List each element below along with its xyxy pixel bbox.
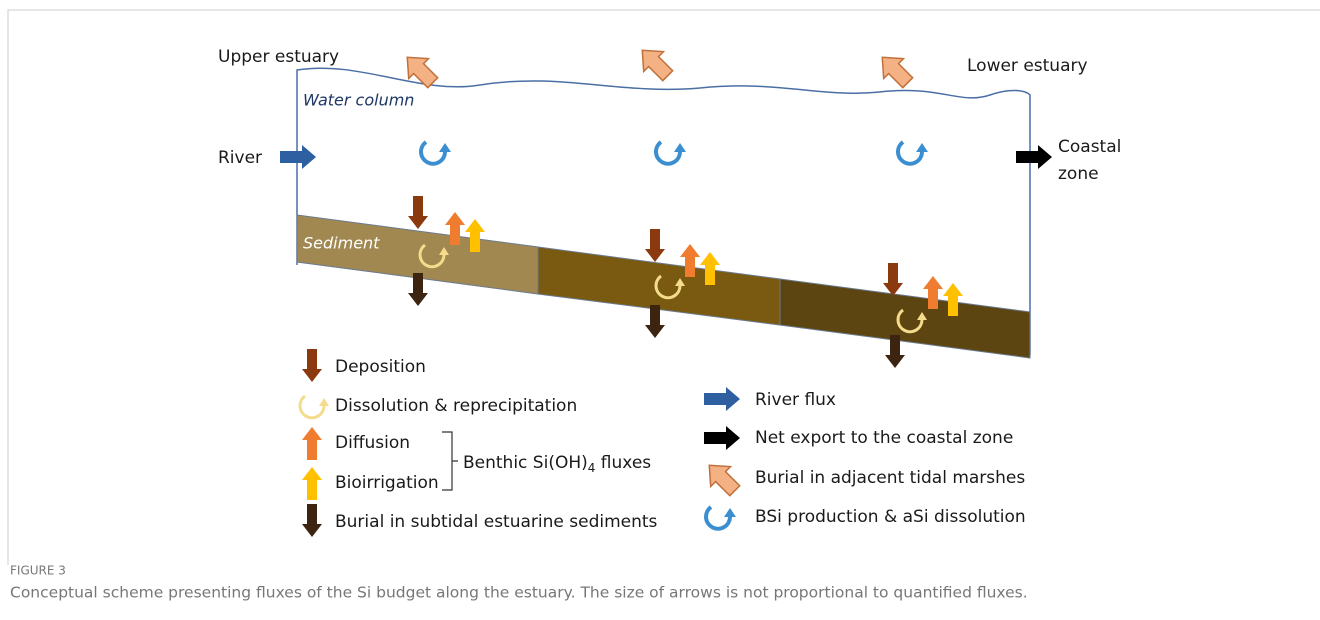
- legend-text: Burial in subtidal estuarine sediments: [335, 512, 658, 532]
- marsh-arrows: [396, 39, 919, 94]
- legend-text: Benthic Si(OH)4 fluxes: [463, 453, 651, 475]
- label: Upper estuary: [218, 47, 339, 67]
- river-arrow: [280, 145, 316, 169]
- label: Sediment: [303, 234, 380, 253]
- legend-text: Net export to the coastal zone: [755, 428, 1013, 448]
- label: Coastal: [1058, 137, 1121, 157]
- water-column-outline: [296, 67, 1031, 355]
- legend-text: Diffusion: [335, 433, 410, 453]
- text: 4: [588, 461, 596, 475]
- legend-text: Bioirrigation: [335, 473, 439, 493]
- legend-text: Burial in adjacent tidal marshes: [755, 468, 1025, 488]
- label: Lower estuary: [967, 56, 1088, 76]
- label: zone: [1058, 164, 1099, 184]
- export-arrow: [1016, 145, 1052, 169]
- sediment-lower: [779, 278, 1031, 359]
- label: Water column: [303, 91, 414, 110]
- legend-text: Deposition: [335, 357, 426, 377]
- legend-text: Dissolution & reprecipitation: [335, 396, 577, 416]
- legend-icons: [298, 349, 746, 537]
- text: fluxes: [595, 453, 651, 473]
- label: River: [218, 148, 262, 168]
- text: Benthic Si(OH): [463, 453, 588, 473]
- frame: [7, 9, 1320, 565]
- caption-label: FIGURE 3: [10, 564, 66, 578]
- caption-text: Conceptual scheme presenting fluxes of t…: [10, 584, 1028, 602]
- legend-text: BSi production & aSi dissolution: [755, 507, 1026, 527]
- legend-text: River flux: [755, 390, 836, 410]
